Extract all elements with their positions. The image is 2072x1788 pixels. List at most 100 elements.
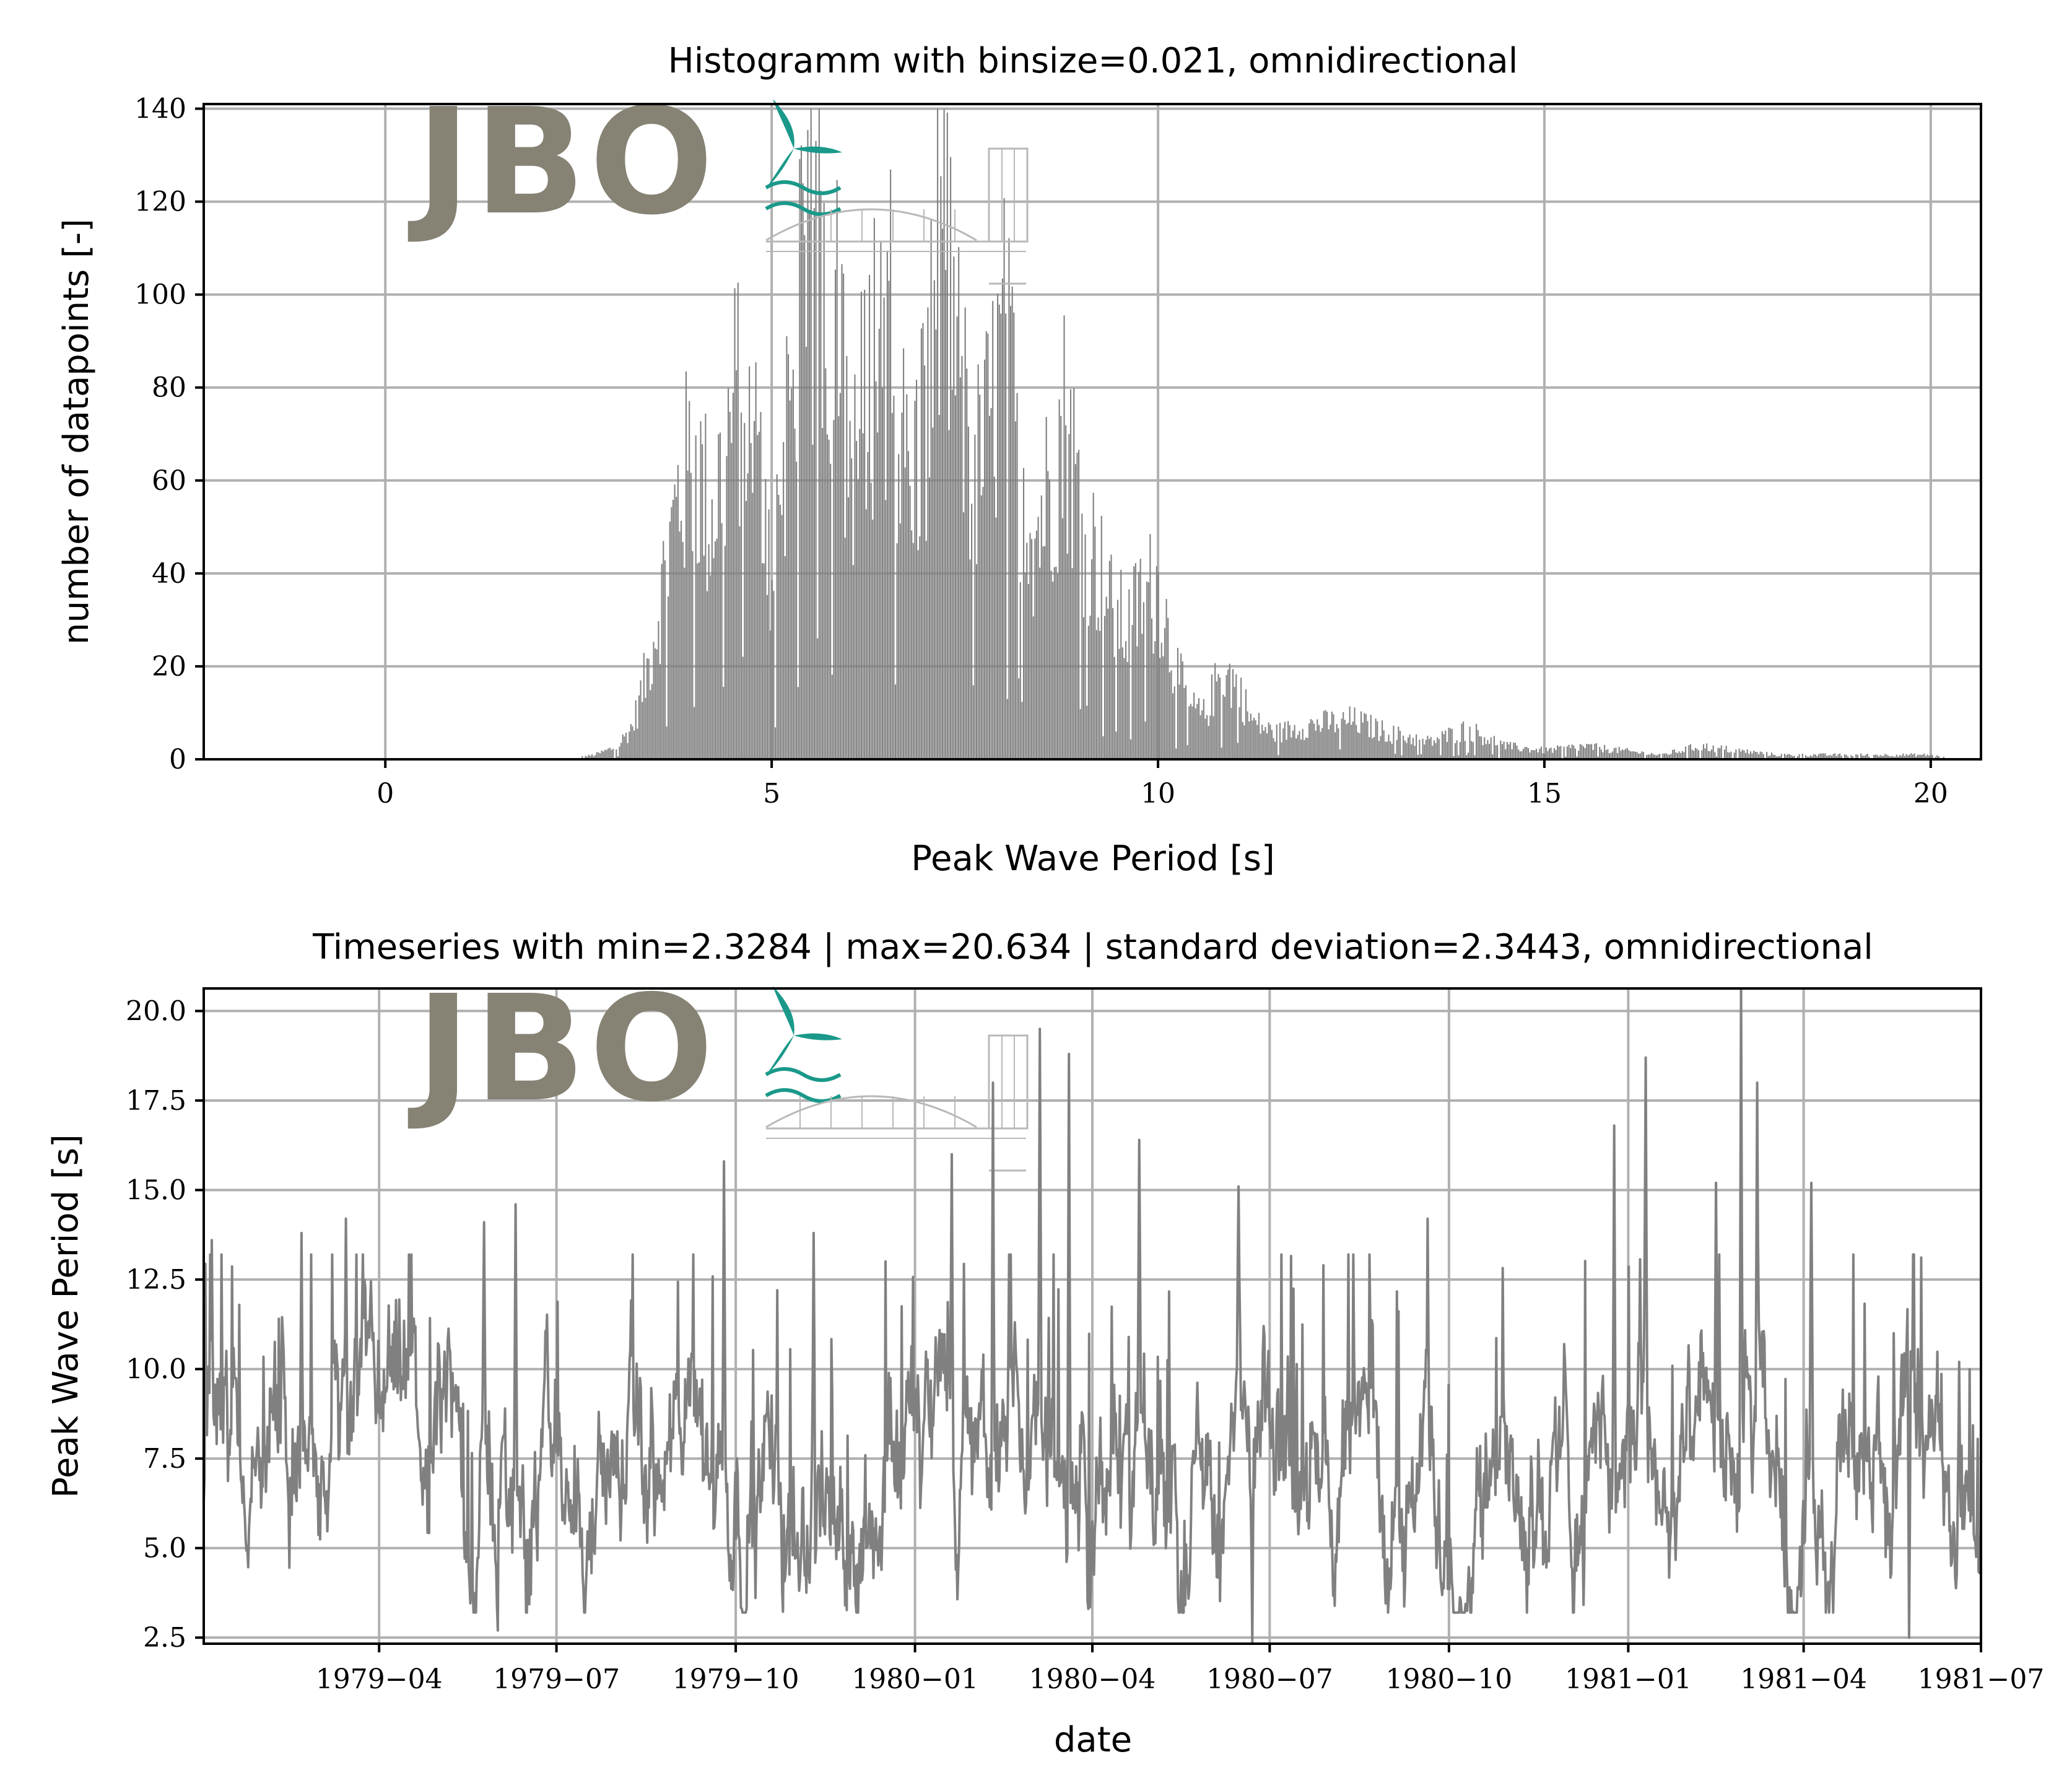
histogram-bar <box>1078 450 1080 759</box>
histogram-bar <box>1162 656 1164 759</box>
histogram-bar <box>1250 713 1251 759</box>
histogram-bar <box>1214 663 1216 759</box>
histogram-bar <box>1811 756 1813 759</box>
histogram-bar <box>1552 752 1554 759</box>
histogram-bar <box>1261 725 1263 759</box>
histogram-bar <box>982 487 984 759</box>
histogram-bar <box>760 412 762 759</box>
histogram-bar <box>1518 749 1520 759</box>
histogram-bar <box>1318 725 1320 759</box>
histogram-bar <box>1832 754 1834 759</box>
histogram-bar <box>581 756 583 759</box>
histogram-bar <box>1719 748 1721 759</box>
histogram-bar <box>1628 750 1630 759</box>
histogram-bar <box>993 476 995 759</box>
histogram-bar <box>1006 699 1008 759</box>
timeseries-x-label: date <box>1054 1720 1132 1760</box>
timeseries-x-tick-label: 1981−07 <box>1918 1664 2045 1695</box>
jbo-logo: JBO <box>407 964 1029 1172</box>
histogram-bar <box>964 307 966 759</box>
histogram-bar <box>961 355 963 759</box>
histogram-bar <box>911 530 913 759</box>
histogram-bar <box>653 642 655 759</box>
histogram-bar <box>1816 756 1818 759</box>
histogram-bar <box>859 429 861 759</box>
histogram-bar <box>789 400 791 759</box>
histogram-bar <box>1785 755 1787 759</box>
histogram-bar <box>1756 752 1758 759</box>
histogram-bar <box>826 434 828 759</box>
histogram-bar <box>1568 744 1570 759</box>
histogram-bar <box>1493 736 1495 759</box>
histogram-bar <box>1938 756 1939 759</box>
histogram-x-label: Peak Wave Period [s] <box>911 839 1275 879</box>
histogram-bar <box>1065 425 1067 759</box>
histogram-bar <box>1204 718 1206 759</box>
histogram-x-tick-label: 0 <box>377 778 394 809</box>
histogram-bar <box>1514 743 1517 759</box>
histogram-bar <box>1430 736 1432 759</box>
histogram-bar <box>1629 751 1632 759</box>
histogram-bar <box>619 746 620 759</box>
histogram-bar <box>1748 754 1750 759</box>
histogram-bar <box>1185 685 1187 759</box>
histogram-bar <box>1386 741 1388 759</box>
histogram-bar <box>617 756 619 759</box>
wave-line <box>765 1067 842 1082</box>
histogram-bar <box>1141 634 1143 759</box>
histogram-bar <box>1874 754 1876 759</box>
histogram-bar <box>679 531 681 759</box>
histogram-bar <box>1359 733 1360 759</box>
histogram-bar <box>1143 602 1144 759</box>
histogram-bar <box>987 333 989 759</box>
histogram-bar <box>1265 726 1266 759</box>
histogram-bar <box>1362 722 1364 759</box>
histogram-bar <box>1152 653 1154 759</box>
histogram-bar <box>1548 748 1551 759</box>
histogram-bar <box>1352 722 1354 759</box>
histogram-bar <box>941 229 944 759</box>
histogram-bar <box>797 687 799 759</box>
histogram-bar <box>1144 721 1146 759</box>
histogram-bar <box>1804 755 1807 759</box>
histogram-bar <box>966 369 968 759</box>
histogram-bar <box>729 411 731 759</box>
bridge-tower <box>988 147 1029 243</box>
histogram-bar <box>800 145 803 760</box>
histogram-bar <box>1120 570 1122 759</box>
histogram-bar <box>1926 754 1928 759</box>
histogram-bar <box>666 726 668 759</box>
histogram-bar <box>740 412 742 759</box>
histogram-bar <box>846 355 848 759</box>
histogram-bar <box>1446 742 1448 759</box>
histogram-bar <box>1599 746 1601 759</box>
histogram-bar <box>1336 724 1338 759</box>
histogram-bar <box>1883 756 1884 759</box>
histogram-bar <box>1563 746 1565 759</box>
histogram-bar <box>1312 720 1313 759</box>
histogram-bar <box>706 591 708 759</box>
histogram-bar <box>1326 712 1328 759</box>
histogram-bar <box>1321 728 1323 759</box>
histogram-bar <box>1212 716 1214 759</box>
histogram-bar <box>1216 681 1217 759</box>
histogram-bar <box>1112 608 1114 759</box>
histogram-bar <box>690 473 692 759</box>
histogram-bar <box>1074 464 1076 759</box>
histogram-bar <box>663 541 664 759</box>
histogram-bar <box>1536 748 1538 759</box>
histogram-bar <box>998 304 1000 760</box>
histogram-bar <box>1930 754 1931 759</box>
histogram-bar <box>1133 566 1135 759</box>
histogram-bar <box>1790 755 1792 759</box>
histogram-bar <box>1913 753 1915 759</box>
histogram-bar <box>632 726 633 759</box>
histogram-bar <box>744 422 746 759</box>
histogram-bar <box>1191 706 1193 759</box>
histogram-bar <box>815 141 817 759</box>
timeseries-axes: Timeseries with min=2.3284 | max=20.634 … <box>46 927 2044 1760</box>
histogram-bar <box>1557 745 1559 759</box>
timeseries-y-tick-label: 17.5 <box>126 1085 186 1117</box>
histogram-bar <box>1865 754 1867 759</box>
histogram-bar <box>778 495 780 759</box>
